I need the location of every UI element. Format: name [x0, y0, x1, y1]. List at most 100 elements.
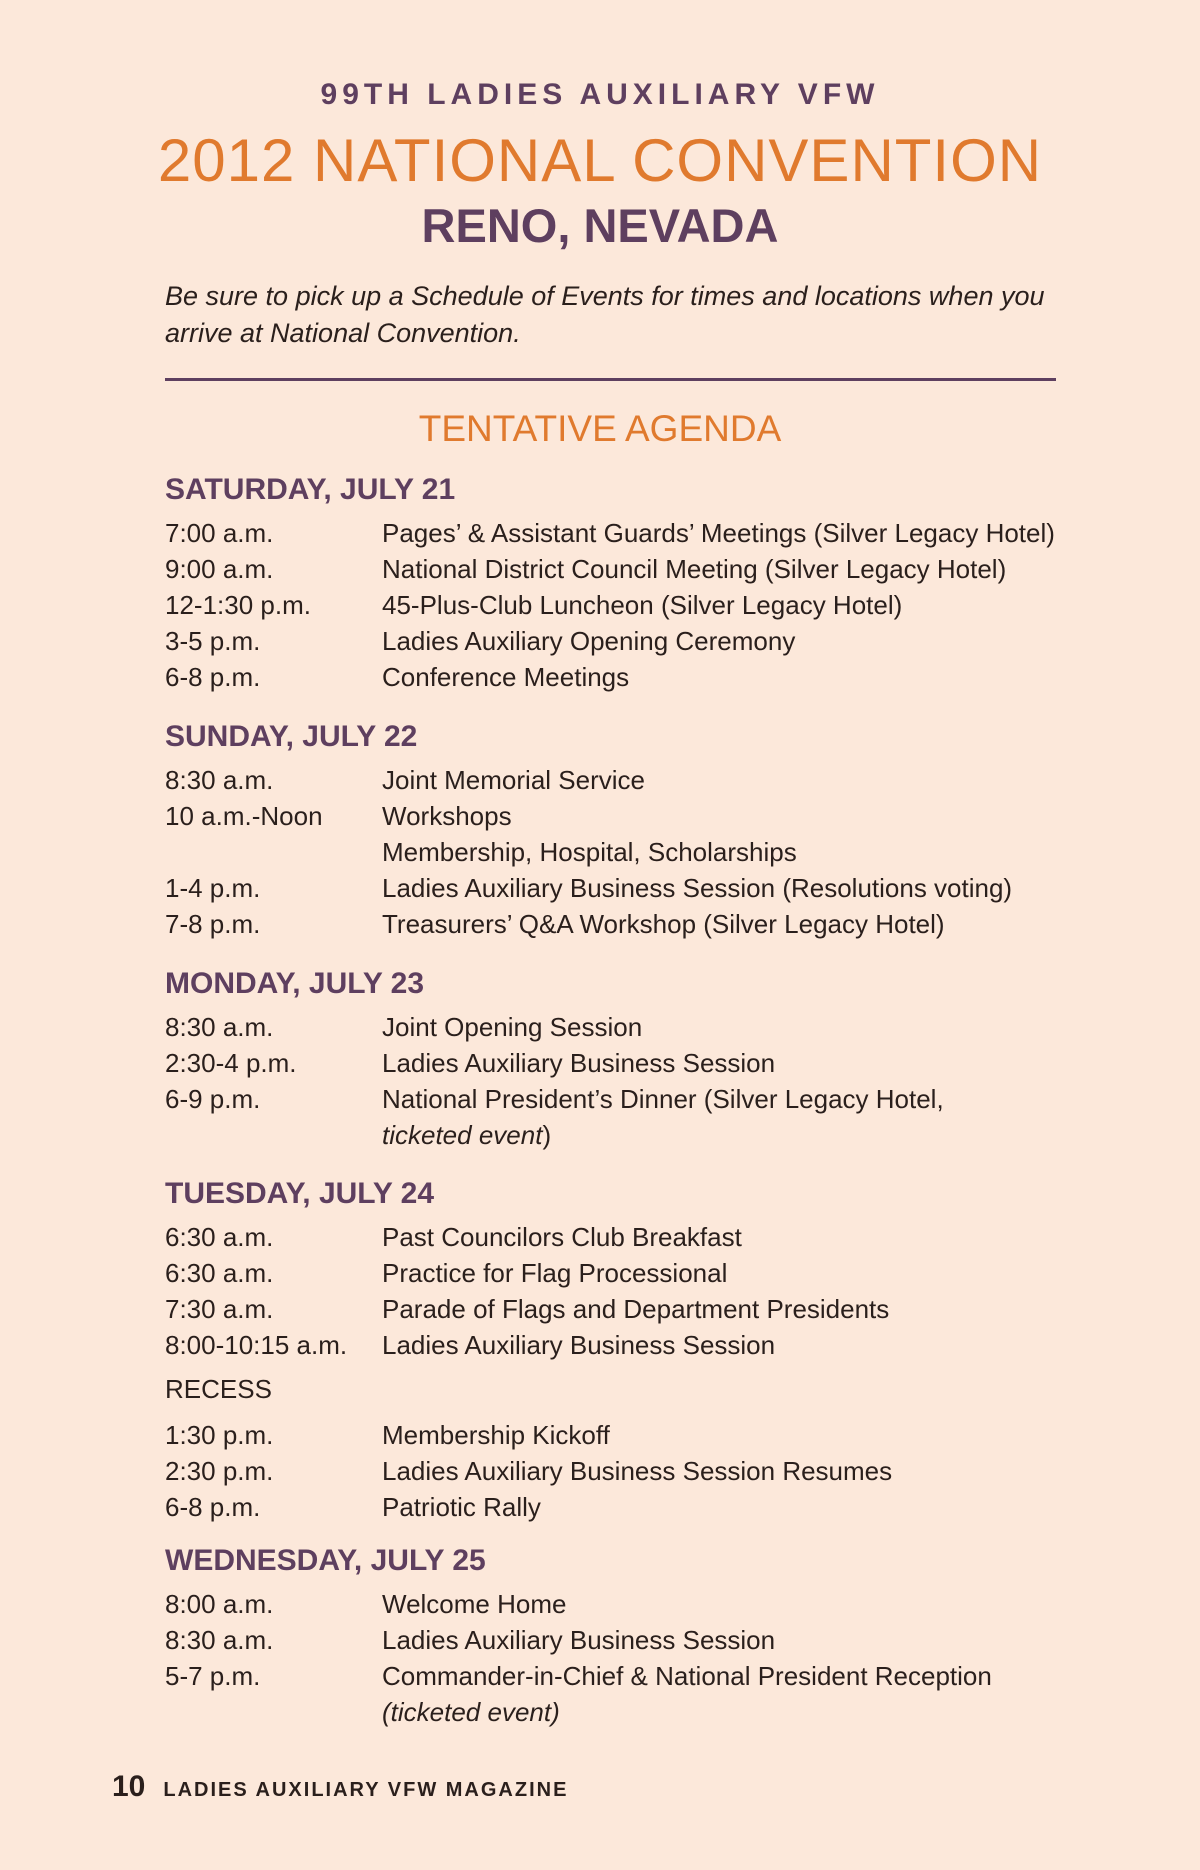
agenda-row: (ticketed event) — [165, 1694, 1125, 1730]
event-time: 2:30 p.m. — [165, 1456, 274, 1486]
event-name: Joint Memorial Service — [382, 765, 645, 795]
divider — [165, 378, 1056, 381]
agenda-row: 8:30 a.m. Ladies Auxiliary Business Sessi… — [165, 1622, 1125, 1658]
agenda-title: TENTATIVE AGENDA — [418, 408, 782, 449]
event-description: National President’s Dinner (Silver Lega… — [382, 1081, 944, 1117]
event-description: Ladies Auxiliary Business Session Resume… — [382, 1453, 892, 1489]
convention-kicker: 99TH LADIES AUXILIARY VFW — [320, 78, 880, 111]
agenda-row: 8:30 a.m. Joint Memorial Service — [165, 762, 1125, 798]
event-description: Ladies Auxiliary Business Session — [382, 1622, 775, 1658]
day-heading: MONDAY, JULY 23 — [165, 967, 425, 1000]
event-time: 6-8 p.m. — [165, 662, 261, 692]
event-description: Ladies Auxiliary Business Session — [382, 1045, 775, 1081]
event-name: 45-Plus-Club Luncheon (Silver Legacy Hot… — [382, 590, 903, 620]
agenda-row: 7:30 a.m. Parade of Flags and Department … — [165, 1291, 1125, 1327]
day-heading: SATURDAY, JULY 21 — [165, 473, 456, 506]
event-description: Pages’ & Assistant Guards’ Meetings (Sil… — [382, 515, 1055, 551]
event-description: National District Council Meeting (Silve… — [382, 551, 1006, 587]
event-time — [165, 834, 382, 870]
event-name: Practice for Flag Processional — [382, 1258, 728, 1288]
event-description: Welcome Home — [382, 1586, 566, 1622]
agenda-row: 6-8 p.m. Patriotic Rally — [165, 1489, 1125, 1525]
event-time: 9:00 a.m. — [165, 554, 274, 584]
event-time: 6:30 a.m. — [165, 1258, 274, 1288]
event-description: Commander-in-Chief & National President … — [382, 1658, 992, 1694]
agenda-row: 9:00 a.m. National District Council Meeti… — [165, 551, 1125, 587]
event-name: ) — [542, 1120, 552, 1150]
agenda-row: 6:30 a.m. Practice for Flag Processional — [165, 1255, 1125, 1291]
event-name: Ladies Auxiliary Opening Ceremony — [382, 626, 796, 656]
event-time — [165, 1694, 382, 1730]
event-name: Ladies Auxiliary Business Session — [382, 1625, 776, 1655]
publication-name: LADIES AUXILIARY VFW MAGAZINE — [163, 1779, 569, 1801]
event-time: 8:30 a.m. — [165, 765, 274, 795]
event-description: Parade of Flags and Department President… — [382, 1291, 889, 1327]
event-time: 5-7 p.m. — [165, 1661, 261, 1691]
event-name: Membership Kickoff — [382, 1420, 610, 1450]
agenda-row: 2:30 p.m. Ladies Auxiliary Business Sessi… — [165, 1453, 1125, 1489]
event-time: 6:30 a.m. — [165, 1222, 274, 1252]
event-name: Past Councilors Club Breakfast — [382, 1222, 742, 1252]
event-name: Membership, Hospital, Scholarships — [382, 837, 797, 867]
event-name: Treasurers’ Q&A Workshop (Silver Legacy … — [382, 909, 945, 939]
event-description: Membership Kickoff — [382, 1417, 610, 1453]
page-number: 10 — [112, 1770, 146, 1803]
event-time: 10 a.m.-Noon — [165, 801, 323, 831]
day-heading: WEDNESDAY, JULY 25 — [165, 1544, 486, 1577]
day-section: MONDAY, JULY 23 8:30 a.m. Joint Opening Se… — [165, 966, 1125, 1153]
event-name: Ladies Auxiliary Business Session — [382, 1330, 776, 1360]
event-time: 7:00 a.m. — [165, 518, 274, 548]
day-section: TUESDAY, JULY 24 6:30 a.m. Past Councilors… — [165, 1176, 1125, 1525]
event-time: 7-8 p.m. — [165, 909, 261, 939]
event-name: National President’s Dinner (Silver Lega… — [382, 1084, 944, 1114]
agenda-row: 6-9 p.m. National President’s Dinner (Sil… — [165, 1081, 1125, 1117]
day-section: SUNDAY, JULY 22 8:30 a.m. Joint Memorial S… — [165, 719, 1125, 942]
event-name: Conference Meetings — [382, 662, 630, 692]
agenda-row: 6:30 a.m. Past Councilors Club Breakfast — [165, 1219, 1125, 1255]
event-description: Past Councilors Club Breakfast — [382, 1219, 742, 1255]
event-name: Joint Opening Session — [382, 1012, 643, 1042]
event-name: Commander-in-Chief & National President … — [382, 1661, 992, 1691]
agenda-row: 7-8 p.m. Treasurers’ Q&A Workshop (Silver… — [165, 906, 1125, 942]
page-title: 2012 NATIONAL CONVENTION — [157, 127, 1043, 194]
city-subtitle: RENO, NEVADA — [421, 199, 779, 252]
event-time: 3-5 p.m. — [165, 626, 261, 656]
day-heading: SUNDAY, JULY 22 — [165, 720, 418, 753]
event-time: 6-9 p.m. — [165, 1084, 261, 1114]
agenda-row: 10 a.m.-Noon Workshops — [165, 798, 1125, 834]
agenda-row: 1:30 p.m. Membership Kickoff — [165, 1417, 1125, 1453]
event-description: ticketed event) — [382, 1117, 551, 1153]
agenda-row: Membership, Hospital, Scholarships — [165, 834, 1125, 870]
agenda-row: 1-4 p.m. Ladies Auxiliary Business Sessio… — [165, 870, 1125, 906]
agenda-row: 2:30-4 p.m. Ladies Auxiliary Business Ses… — [165, 1045, 1125, 1081]
event-italic-note: (ticketed event) — [382, 1697, 560, 1727]
agenda-row: ticketed event) — [165, 1117, 1125, 1153]
event-name: Pages’ & Assistant Guards’ Meetings (Sil… — [382, 518, 1055, 548]
agenda-row: 12-1:30 p.m. 45-Plus-Club Luncheon (Silve… — [165, 587, 1125, 623]
agenda-row: 8:00-10:15 a.m. Ladies Auxiliary Business… — [165, 1327, 1125, 1363]
event-name: Patriotic Rally — [382, 1492, 541, 1522]
event-description: Ladies Auxiliary Opening Ceremony — [382, 623, 795, 659]
event-name: Workshops — [382, 801, 512, 831]
agenda-row: 3-5 p.m. Ladies Auxiliary Opening Ceremon… — [165, 623, 1125, 659]
event-description: (ticketed event) — [382, 1694, 560, 1730]
event-time — [165, 1117, 382, 1153]
recess-label: RECESS — [165, 1374, 272, 1404]
event-time: 12-1:30 p.m. — [165, 590, 311, 620]
agenda-row: 7:00 a.m. Pages’ & Assistant Guards’ Meet… — [165, 515, 1125, 551]
event-description: Ladies Auxiliary Business Session (Resol… — [382, 870, 1012, 906]
event-name: National District Council Meeting (Silve… — [382, 554, 1007, 584]
event-description: 45-Plus-Club Luncheon (Silver Legacy Hot… — [382, 587, 902, 623]
event-time: 8:00-10:15 a.m. — [165, 1330, 348, 1360]
agenda-row: 8:00 a.m. Welcome Home — [165, 1586, 1125, 1622]
agenda-row: 5-7 p.m. Commander-in-Chief & National Pr… — [165, 1658, 1125, 1694]
event-description: Conference Meetings — [382, 659, 629, 695]
event-name: Ladies Auxiliary Business Session (Resol… — [382, 873, 1013, 903]
event-time: 1-4 p.m. — [165, 873, 261, 903]
event-description: Membership, Hospital, Scholarships — [382, 834, 797, 870]
day-heading: TUESDAY, JULY 24 — [165, 1177, 435, 1210]
event-time: 7:30 a.m. — [165, 1294, 274, 1324]
event-name: Welcome Home — [382, 1589, 567, 1619]
event-description: Joint Memorial Service — [382, 762, 645, 798]
event-name: Ladies Auxiliary Business Session — [382, 1048, 776, 1078]
